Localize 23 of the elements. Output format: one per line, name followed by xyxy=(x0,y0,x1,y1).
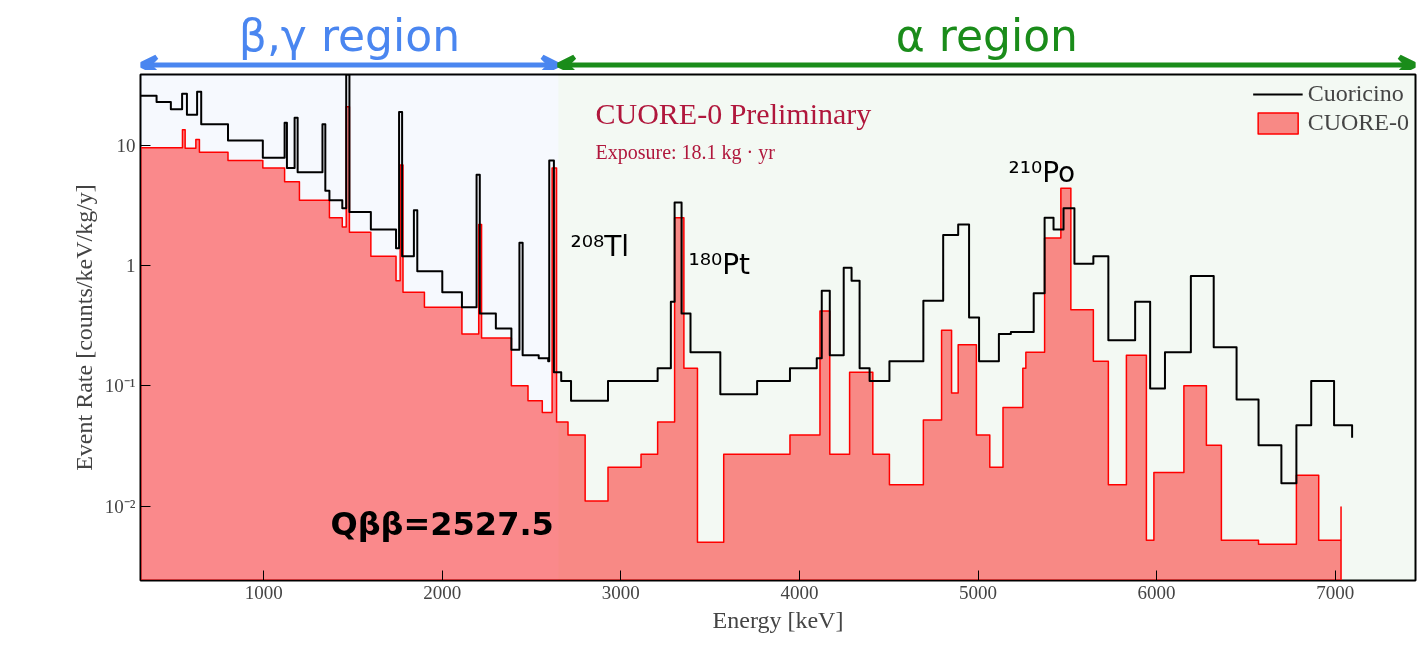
x-tick-label: 7000 xyxy=(1316,581,1355,603)
x-axis-title: Energy [keV] xyxy=(712,606,844,633)
y-tick-label: 1 xyxy=(126,255,136,277)
y-tick-label: 10 xyxy=(116,135,136,157)
annotation: CUORE-0 Preliminary xyxy=(595,96,872,130)
x-tick-label: 6000 xyxy=(1137,581,1176,603)
x-tick-label: 4000 xyxy=(780,581,819,603)
band-label: α region xyxy=(895,10,1079,61)
x-tick-label: 1000 xyxy=(244,581,283,603)
legend-label: Cuoricino xyxy=(1307,80,1404,107)
y-tick-label: 10⁻² xyxy=(104,495,136,517)
legend-label: CUORE-0 xyxy=(1307,109,1409,136)
x-tick-label: 5000 xyxy=(959,581,997,603)
x-tick-label: 2000 xyxy=(423,581,462,603)
y-axis-title: Event Rate [counts/keV/kg/y] xyxy=(70,184,97,471)
legend-label: β,γ region xyxy=(238,10,461,61)
annotation: Exposure: 18.1 kg · yr xyxy=(595,140,776,164)
annotation: Qββ=2527.5 xyxy=(330,504,554,543)
y-tick-label: 10⁻¹ xyxy=(104,375,136,397)
annotation: ¹⁸⁰Pt xyxy=(688,247,751,281)
x-tick-label: 3000 xyxy=(601,581,640,603)
annotation: ²¹⁰Po xyxy=(1008,155,1076,189)
annotation: ²⁰⁸Tl xyxy=(570,229,630,263)
